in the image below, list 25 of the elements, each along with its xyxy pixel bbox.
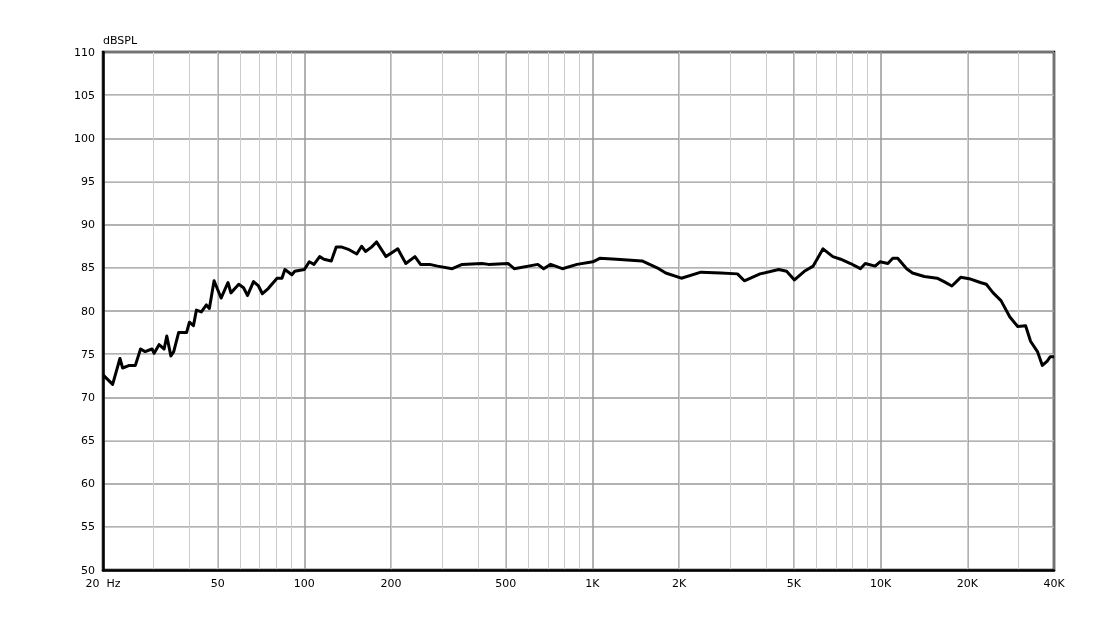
y-tick-label: 50 (81, 563, 95, 577)
x-tick-label: 2K (672, 577, 688, 590)
y-tick-label: 75 (81, 347, 95, 361)
y-tick-label: 100 (74, 131, 95, 145)
y-axis-title: dBSPL (103, 34, 138, 47)
x-tick-label: 500 (495, 577, 517, 590)
x-tick-label: 1K (585, 577, 601, 590)
y-tick-label: 95 (81, 175, 95, 188)
y-tick-label: 60 (81, 477, 95, 491)
y-tick-label: 105 (74, 88, 95, 102)
x-tick-label: 40K (1043, 577, 1066, 590)
y-tick-label: 55 (81, 520, 95, 534)
y-tick-label: 110 (74, 45, 95, 59)
y-tick-label: 90 (81, 218, 95, 232)
x-tick-label: 10K (869, 577, 892, 590)
y-tick-label: 85 (81, 261, 95, 275)
x-tick-label: 50 (210, 577, 225, 590)
x-tick-label: 200 (380, 577, 402, 590)
x-tick-label: 5K (786, 577, 802, 590)
y-tick-label: 65 (81, 434, 95, 447)
x-tick-label: 20K (956, 577, 979, 590)
y-tick-label: 70 (81, 390, 95, 404)
y-tick-label: 80 (81, 304, 95, 318)
x-tick-label: 20 Hz (85, 577, 121, 590)
x-tick-label: 100 (293, 577, 315, 590)
